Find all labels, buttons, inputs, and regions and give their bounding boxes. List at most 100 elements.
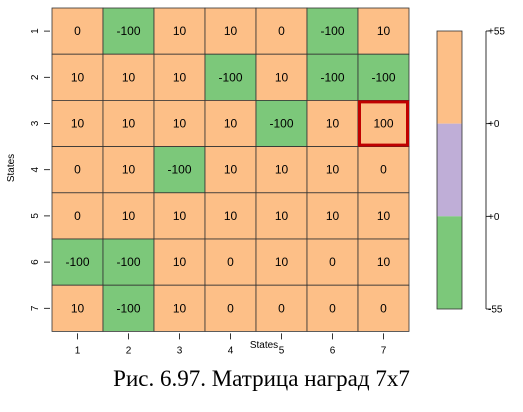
cell-value-label: 0 <box>278 301 285 315</box>
cell-value-label: 10 <box>122 117 136 131</box>
heatmap-cell <box>153 53 206 101</box>
x-tick-label: 1 <box>75 345 81 356</box>
y-axis-title: States <box>6 154 17 182</box>
heatmap-cell <box>357 53 410 101</box>
cell-value-label: 10 <box>326 117 340 131</box>
legend-segment <box>437 31 462 124</box>
y-tick-label: 6 <box>30 259 41 265</box>
cell-value-label: 10 <box>71 301 85 315</box>
heatmap-cell <box>102 7 155 55</box>
cell-value-label: -100 <box>116 255 140 269</box>
cell-value-label: -100 <box>371 70 395 84</box>
legend-tick-label: +0 <box>488 119 500 130</box>
cell-value-label: 0 <box>74 163 81 177</box>
cell-value-label: -100 <box>320 24 344 38</box>
heatmap-cell <box>255 284 308 332</box>
cell-value-label: 10 <box>71 117 85 131</box>
x-tick-label: 4 <box>228 345 234 356</box>
heatmap-cell <box>357 238 410 286</box>
legend-tick-label: -55 <box>488 305 503 316</box>
cell-value-label: 10 <box>377 24 391 38</box>
cell-value-label: 0 <box>380 301 387 315</box>
x-axis: 1 2 3 4 5 6 7 <box>75 333 387 356</box>
cell-value-label: 10 <box>275 163 289 177</box>
legend-segment <box>437 216 462 309</box>
cell-value-label: -100 <box>65 255 89 269</box>
cell-value-label: 0 <box>74 24 81 38</box>
heatmap-cell <box>153 284 206 332</box>
cell-value-label: 10 <box>173 70 187 84</box>
cell-value-label: -100 <box>116 24 140 38</box>
x-tick-label: 2 <box>126 345 132 356</box>
cell-value-label: -100 <box>116 301 140 315</box>
cell-value-label: 10 <box>122 163 136 177</box>
heatmap-cell <box>357 146 410 194</box>
y-axis: 1 2 3 4 5 6 7 <box>30 28 50 311</box>
heatmap-cell <box>51 192 104 240</box>
x-tick-label: 5 <box>279 345 285 356</box>
highlighted-cell-border <box>358 100 409 147</box>
cell-value-label: -100 <box>269 117 293 131</box>
heatmap-cell <box>153 100 206 148</box>
cell-value-label: 10 <box>173 117 187 131</box>
cell-value-label: 0 <box>227 301 234 315</box>
cell-value-label: 10 <box>275 70 289 84</box>
cell-value-label: 10 <box>275 209 289 223</box>
cell-value-label: -100 <box>218 70 242 84</box>
heatmap-cell <box>204 146 257 194</box>
legend-tick-label: +0 <box>488 212 500 223</box>
cell-value-label: 10 <box>326 209 340 223</box>
cell-value-label: -100 <box>167 163 191 177</box>
heatmap-cell <box>204 284 257 332</box>
cell-value-label: 10 <box>122 70 136 84</box>
cell-value-label: 0 <box>227 255 234 269</box>
cell-value-label: 10 <box>173 301 187 315</box>
heatmap-cell <box>102 238 155 286</box>
heatmap-cell <box>306 284 359 332</box>
y-tick-label: 3 <box>30 120 41 126</box>
legend-tick-label: +55 <box>488 27 505 38</box>
cell-value-label: 10 <box>173 255 187 269</box>
heatmap-cell <box>255 238 308 286</box>
heatmap-cell <box>306 146 359 194</box>
cell-value-label: 10 <box>224 24 238 38</box>
x-axis-title: States <box>250 340 278 351</box>
y-tick-label: 5 <box>30 213 41 219</box>
heatmap-cell <box>153 192 206 240</box>
x-tick-label: 3 <box>177 345 183 356</box>
x-tick-label: 6 <box>330 345 336 356</box>
cell-value-label: 10 <box>377 255 391 269</box>
heatmap-cell <box>153 7 206 55</box>
cell-value-label: 10 <box>224 117 238 131</box>
y-tick-label: 4 <box>30 166 41 172</box>
heatmap-cell <box>51 7 104 55</box>
cell-value-label: 10 <box>71 70 85 84</box>
y-tick-label: 7 <box>30 305 41 311</box>
cell-value-label: 0 <box>278 24 285 38</box>
y-tick-label: 1 <box>30 28 41 34</box>
heatmap-cell <box>204 100 257 148</box>
heatmap-cell <box>51 146 104 194</box>
heatmap-cell <box>102 146 155 194</box>
cell-value-label: 10 <box>122 209 136 223</box>
cell-value-label: 0 <box>329 301 336 315</box>
y-tick-label: 2 <box>30 74 41 80</box>
cell-value-label: 10 <box>326 163 340 177</box>
heatmap-cell <box>357 284 410 332</box>
heatmap-cell <box>204 238 257 286</box>
cell-value-label: 0 <box>380 163 387 177</box>
cell-value-label: 10 <box>377 209 391 223</box>
x-tick-label: 7 <box>381 345 387 356</box>
cell-value-label: 10 <box>173 24 187 38</box>
cell-value-label: 10 <box>173 209 187 223</box>
heatmap-cell <box>306 100 359 148</box>
highlight-layer <box>358 100 409 147</box>
heatmap-cell <box>255 100 308 148</box>
cell-value-label: 100 <box>373 117 393 131</box>
heatmap-cell <box>306 7 359 55</box>
legend-bar-outline <box>436 30 463 310</box>
cell-value-label: 0 <box>329 255 336 269</box>
